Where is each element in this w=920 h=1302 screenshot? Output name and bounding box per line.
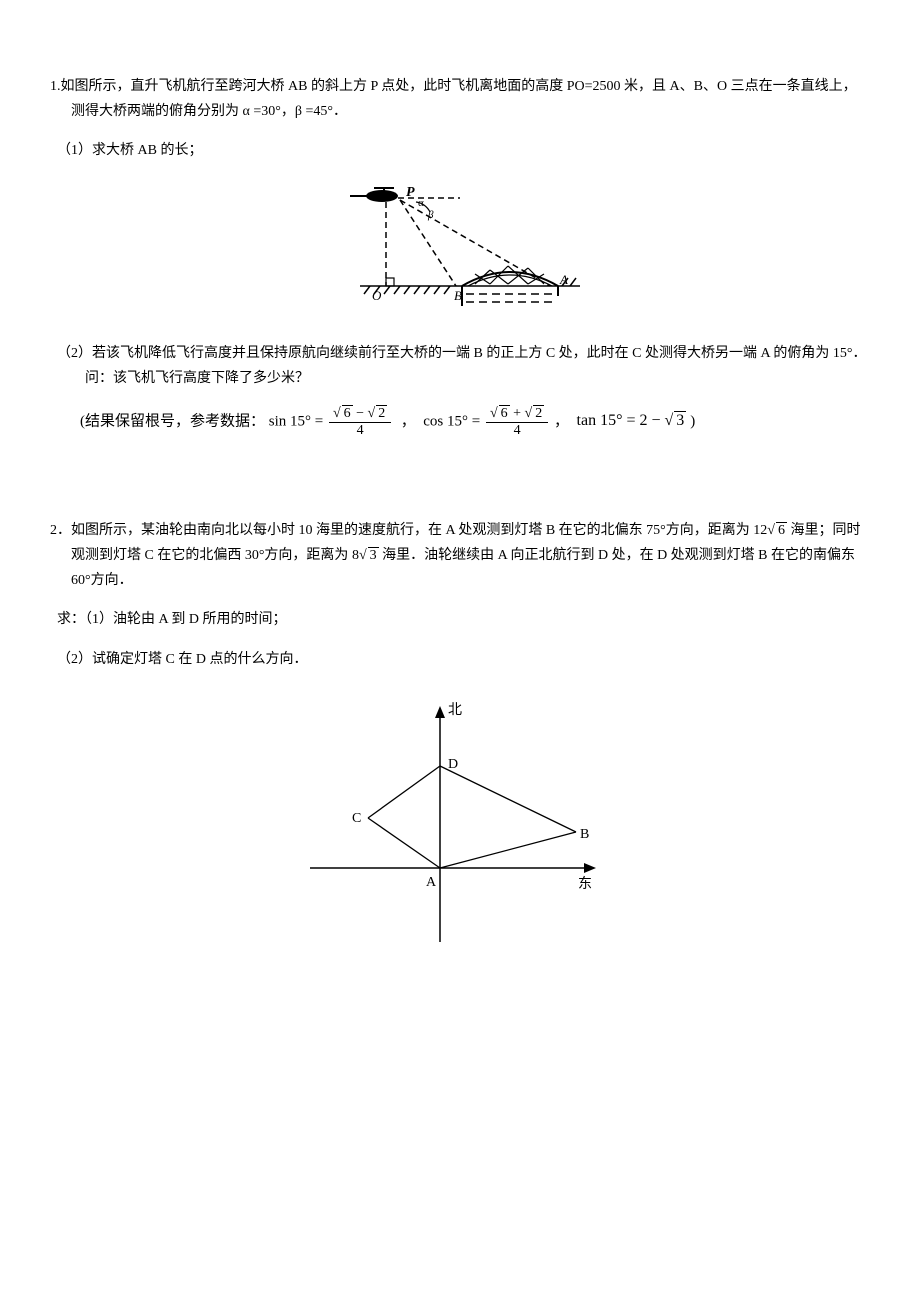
problem-2-q1: 求：（1）油轮由 A 到 D 所用的时间；	[50, 607, 870, 632]
label-beta: β	[427, 209, 434, 221]
label-A: A	[559, 272, 568, 287]
problem-2: 2．如图所示，某油轮由南向北以每小时 10 海里的速度航行，在 A 处观测到灯塔…	[50, 518, 870, 961]
q2-text: 若该飞机降低飞行高度并且保持原航向继续前行至大桥的一端 B 的正上方 C 处，此…	[85, 346, 866, 386]
label-C: C	[352, 811, 361, 826]
problem-1-q1: （1）求大桥 AB 的长；	[50, 138, 870, 163]
dist-ac: 8√3	[352, 548, 382, 563]
label-A2: A	[426, 875, 437, 890]
q2-label: （2）	[57, 346, 92, 361]
label-alpha: α	[418, 197, 424, 209]
hint-close: )	[690, 413, 695, 429]
problem-2-q2: （2）试确定灯塔 C 在 D 点的什么方向．	[50, 647, 870, 672]
problem-2-number: 2．	[50, 523, 71, 538]
hint-prefix: (结果保留根号，参考数据：	[80, 413, 265, 429]
label-B: B	[454, 288, 462, 303]
dist-ab: 12√6	[753, 523, 790, 538]
q1-label: （1）	[57, 143, 92, 158]
sin-label: sin 15° =	[269, 413, 323, 429]
cos-label: cos 15° =	[423, 413, 480, 429]
label-D: D	[448, 757, 458, 772]
label-B2: B	[580, 827, 589, 842]
p2-q1-label: （1）	[85, 612, 113, 627]
p2-q2-text: 试确定灯塔 C 在 D 点的什么方向．	[92, 652, 307, 667]
label-east: 东	[578, 876, 592, 892]
compass-diagram: 北 东 A D C B	[290, 692, 630, 952]
problem-1: 1.如图所示，直升飞机航行至跨河大桥 AB 的斜上方 P 点处，此时飞机离地面的…	[50, 74, 870, 438]
problem-1-q2: （2）若该飞机降低飞行高度并且保持原航向继续前行至大桥的一端 B 的正上方 C …	[50, 341, 870, 391]
cos-frac: √6 + √2 4	[486, 406, 548, 438]
problem-1-hint: (结果保留根号，参考数据： sin 15° = √6 − √2 4 ， cos …	[50, 406, 870, 438]
problem-1-number: 1.	[50, 79, 61, 94]
sin-frac: √6 − √2 4	[329, 406, 391, 438]
p2-q1-text: 油轮由 A 到 D 所用的时间；	[113, 612, 286, 627]
problem-2-stem: 2．如图所示，某油轮由南向北以每小时 10 海里的速度航行，在 A 处观测到灯塔…	[50, 518, 870, 594]
problem-1-figure: P α β	[50, 178, 870, 327]
helicopter-bridge-diagram: P α β	[330, 178, 590, 318]
problem-1-stem-text: 如图所示，直升飞机航行至跨河大桥 AB 的斜上方 P 点处，此时飞机离地面的高度…	[61, 79, 857, 119]
label-O: O	[372, 288, 382, 303]
q1-text: 求大桥 AB 的长；	[92, 143, 202, 158]
label-north: 北	[448, 702, 462, 718]
p2-stem-a: 如图所示，某油轮由南向北以每小时 10 海里的速度航行，在 A 处观测到灯塔 B…	[71, 523, 750, 538]
tan-expr: tan 15° = 2 − √3	[577, 412, 691, 429]
problem-1-stem: 1.如图所示，直升飞机航行至跨河大桥 AB 的斜上方 P 点处，此时飞机离地面的…	[50, 74, 870, 124]
ask-label: 求：	[57, 612, 85, 627]
problem-2-figure: 北 东 A D C B	[50, 692, 870, 961]
p2-q2-label: （2）	[57, 652, 92, 667]
